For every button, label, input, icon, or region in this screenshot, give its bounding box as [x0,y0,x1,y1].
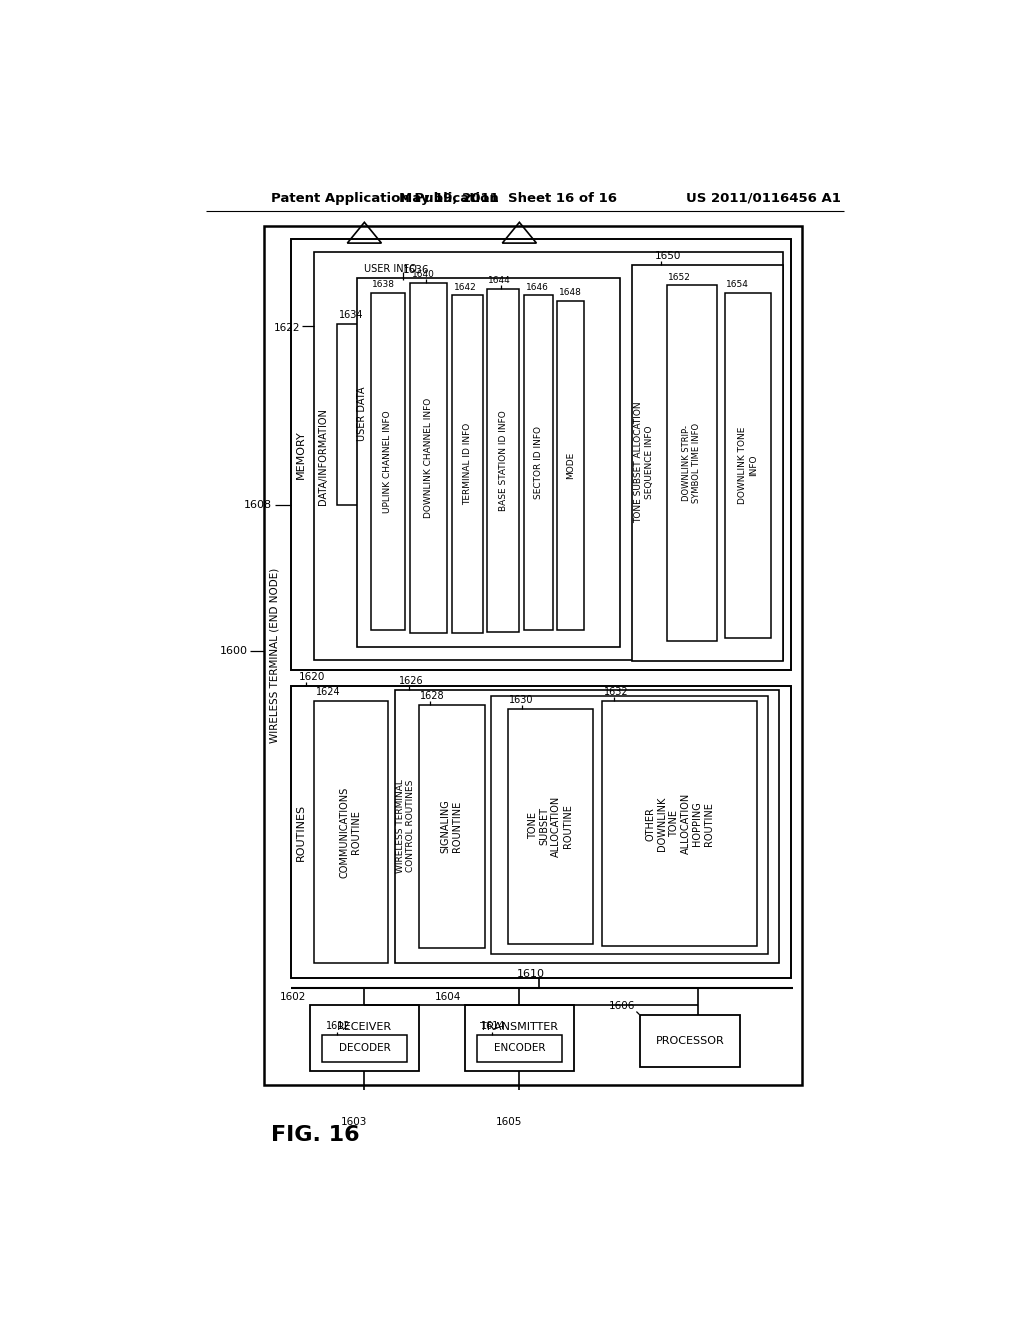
Bar [356,277,621,647]
Text: 1605: 1605 [496,1117,522,1127]
Text: 1620: 1620 [299,672,325,682]
Bar [291,239,791,671]
Text: ENCODER: ENCODER [494,1043,545,1053]
Text: 1646: 1646 [525,282,549,292]
Bar [452,296,483,632]
Text: 1634: 1634 [339,310,364,321]
Text: TERMINAL ID INFO: TERMINAL ID INFO [463,422,472,506]
Bar [667,285,717,642]
Bar [524,296,554,631]
Text: 1610: 1610 [517,969,545,979]
Text: Patent Application Publication: Patent Application Publication [271,191,499,205]
Text: USER INFO: USER INFO [365,264,417,275]
Text: UPLINK CHANNEL INFO: UPLINK CHANNEL INFO [383,411,392,513]
Text: SIGNALING
ROUNTINE: SIGNALING ROUNTINE [440,799,462,853]
Text: 1624: 1624 [315,688,340,697]
Bar [632,264,783,661]
Bar [557,301,585,631]
Text: PROCESSOR: PROCESSOR [655,1036,724,1045]
Text: 1640: 1640 [412,271,434,280]
Bar [291,686,791,978]
Bar [410,284,447,634]
Text: US 2011/0116456 A1: US 2011/0116456 A1 [686,191,841,205]
Text: TONE
SUBSET
ALLOCATION
ROUTINE: TONE SUBSET ALLOCATION ROUTINE [528,796,572,857]
Text: BASE STATION ID INFO: BASE STATION ID INFO [499,411,508,511]
Text: 1622: 1622 [273,323,300,333]
Text: 1628: 1628 [420,692,444,701]
Bar [263,226,802,1085]
Bar [322,1035,407,1061]
Text: COMMUNICATIONS
ROUTINE: COMMUNICATIONS ROUTINE [340,787,361,878]
Text: May 19, 2011  Sheet 16 of 16: May 19, 2011 Sheet 16 of 16 [398,191,616,205]
Text: 1648: 1648 [559,288,582,297]
Text: DOWNLINK STRIP-
SYMBOL TIME INFO: DOWNLINK STRIP- SYMBOL TIME INFO [682,424,701,503]
Text: TONE SUBSET ALLOCATION
SEQUENCE INFO: TONE SUBSET ALLOCATION SEQUENCE INFO [635,401,654,523]
Text: 1614: 1614 [480,1020,505,1031]
Bar [395,689,779,964]
Text: 1612: 1612 [326,1020,350,1031]
Text: RECEIVER: RECEIVER [337,1022,392,1032]
Text: 1600: 1600 [220,647,248,656]
Bar [419,705,484,948]
Bar [465,1006,573,1071]
Bar [477,1035,562,1061]
Text: 1636: 1636 [403,265,430,275]
Text: 1608: 1608 [244,500,272,510]
Text: DATA/INFORMATION: DATA/INFORMATION [318,408,329,504]
Text: 1626: 1626 [399,676,424,686]
Bar [725,293,771,638]
Text: MODE: MODE [566,451,575,479]
Bar [640,1015,740,1067]
Text: WIRELESS TERMINAL (END NODE): WIRELESS TERMINAL (END NODE) [269,568,280,743]
Text: FIG. 16: FIG. 16 [271,1125,360,1144]
Text: MEMORY: MEMORY [296,430,306,479]
Text: 1652: 1652 [669,273,691,281]
Text: 1606: 1606 [609,1001,636,1011]
Text: SECTOR ID INFO: SECTOR ID INFO [535,426,544,499]
Text: 1654: 1654 [726,280,750,289]
Text: DECODER: DECODER [339,1043,390,1053]
Bar [486,289,519,632]
Text: WIRELESS TERMINAL
CONTROL ROUTINES: WIRELESS TERMINAL CONTROL ROUTINES [395,779,415,873]
Text: 1603: 1603 [341,1117,368,1127]
Bar [508,709,593,944]
Text: ROUTINES: ROUTINES [296,804,306,861]
Text: DOWNLINK CHANNEL INFO: DOWNLINK CHANNEL INFO [424,397,433,517]
Text: 1638: 1638 [372,280,395,289]
Text: 1644: 1644 [488,276,511,285]
Text: TRANSMITTER: TRANSMITTER [480,1022,558,1032]
Bar [314,701,388,964]
Text: DOWNLINK TONE
INFO: DOWNLINK TONE INFO [738,426,758,504]
Bar [371,293,406,631]
Bar [310,1006,419,1071]
Bar [490,696,768,954]
Bar [314,252,783,660]
Text: OTHER
DOWNLINK
TONE
ALLOCATION
HOPPING
ROUTINE: OTHER DOWNLINK TONE ALLOCATION HOPPING R… [646,793,714,854]
Text: 1650: 1650 [655,251,681,261]
Text: 1604: 1604 [435,991,461,1002]
Bar [602,701,758,946]
Text: USER DATA: USER DATA [357,387,367,441]
Text: 1630: 1630 [509,696,534,705]
Text: 1642: 1642 [454,282,476,292]
Text: 1632: 1632 [604,688,629,697]
Bar [337,323,388,506]
Text: 1602: 1602 [280,991,306,1002]
